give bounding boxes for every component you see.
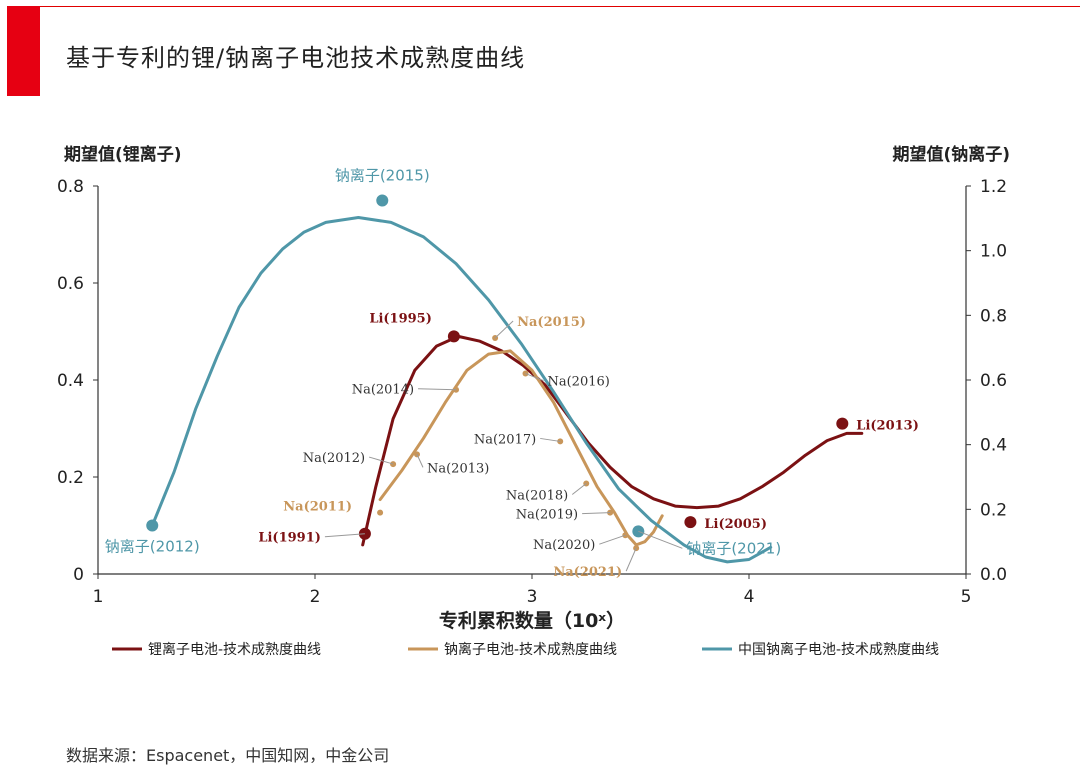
y-right-tick-label: 0.4 bbox=[980, 436, 1007, 456]
data-point-na bbox=[377, 509, 384, 516]
maturity-chart: 1 2 3 4 500.20.40.60.80.00.20.40.60.81.01.2 … bbox=[57, 144, 1010, 658]
point-label: Na(2021) bbox=[553, 565, 622, 580]
point-label: Na(2019) bbox=[516, 508, 578, 523]
series-line-cn-na bbox=[150, 216, 773, 564]
point-label: Li(1991) bbox=[258, 531, 321, 546]
y-right-tick-label: 1.0 bbox=[980, 242, 1007, 262]
y-right-tick-label: 0.0 bbox=[980, 565, 1007, 585]
y-right-tick-label: 0.6 bbox=[980, 371, 1007, 391]
point-label: 钠离子(2012) bbox=[105, 538, 200, 556]
data-point-li bbox=[447, 330, 460, 343]
point-label: Na(2014) bbox=[352, 383, 414, 398]
y-left-tick-label: 0 bbox=[73, 565, 84, 585]
leader-line bbox=[416, 454, 424, 468]
title-accent-bar bbox=[7, 6, 40, 96]
leader-line bbox=[571, 483, 587, 495]
page-title: 基于专利的锂/钠离子电池技术成熟度曲线 bbox=[66, 44, 526, 72]
point-label: Na(2011) bbox=[283, 500, 352, 515]
leader-line bbox=[625, 547, 637, 572]
y-left-tick-label: 0.8 bbox=[57, 177, 84, 197]
x-tick-label: 2 bbox=[310, 587, 321, 607]
point-label: Na(2018) bbox=[506, 488, 568, 503]
top-rule bbox=[40, 6, 1080, 7]
data-point-li bbox=[684, 516, 697, 529]
source-note: 数据来源：Espacenet，中国知网，中金公司 bbox=[66, 746, 390, 765]
point-label: Li(2013) bbox=[856, 419, 919, 434]
leader-line bbox=[494, 320, 514, 339]
y-right-tick-label: 1.2 bbox=[980, 177, 1007, 197]
leader-line bbox=[418, 388, 457, 391]
leader-line bbox=[540, 437, 561, 442]
curves bbox=[150, 216, 864, 564]
legend: 锂离子电池-技术成熟度曲线 钠离子电池-技术成熟度曲线 中国钠离子电池-技术成熟度曲… bbox=[112, 641, 939, 658]
series-line-na bbox=[378, 349, 664, 547]
y-right-tick-label: 0.8 bbox=[980, 306, 1007, 326]
point-label: 钠离子(2021) bbox=[686, 539, 781, 557]
leader-line bbox=[525, 373, 544, 381]
y-left-tick-label: 0.2 bbox=[57, 468, 84, 488]
leader-line bbox=[324, 533, 365, 538]
legend-label-na: 钠离子电池-技术成熟度曲线 bbox=[444, 641, 617, 658]
leader-line bbox=[599, 534, 626, 545]
axes: 1 2 3 4 5 0 0.2 0.4 0.6 0.8 0.0 0.2 0.4 0.6 0.8 1.0 1.2 bbox=[57, 177, 1007, 607]
leader-line bbox=[368, 456, 394, 465]
point-label: Na(2016) bbox=[547, 375, 609, 390]
point-label: Na(2012) bbox=[303, 451, 365, 466]
point-label: Na(2015) bbox=[517, 315, 586, 330]
point-label: Na(2020) bbox=[533, 538, 595, 553]
y-axis-title-left: 期望值(锂离子) bbox=[64, 144, 182, 165]
point-label: Li(1995) bbox=[369, 311, 432, 326]
leader-line bbox=[638, 530, 683, 549]
legend-label-li: 锂离子电池-技术成熟度曲线 bbox=[148, 641, 321, 658]
y-axis-title-right: 期望值(钠离子) bbox=[892, 144, 1010, 165]
x-tick-label: 4 bbox=[744, 587, 755, 607]
point-label: Li(2005) bbox=[704, 517, 767, 532]
point-label: Na(2013) bbox=[427, 461, 489, 476]
y-right-tick-label: 0.2 bbox=[980, 500, 1007, 520]
y-left-tick-label: 0.4 bbox=[57, 371, 84, 391]
point-label: Na(2017) bbox=[474, 432, 536, 447]
x-tick-label: 3 bbox=[527, 587, 538, 607]
data-point-cn-na bbox=[376, 194, 389, 207]
data-point-li bbox=[836, 417, 849, 430]
series-line-li bbox=[361, 334, 864, 547]
x-axis-title: 专利累积数量（10ˣ） bbox=[439, 609, 625, 632]
point-labels: Li(1991) Li(1995) Li(2005) Li(2013) Na(2011)… bbox=[105, 167, 919, 581]
y-left-tick-label: 0.6 bbox=[57, 274, 84, 294]
legend-label-cn-na: 中国钠离子电池-技术成熟度曲线 bbox=[738, 641, 939, 658]
point-label: 钠离子(2015) bbox=[335, 167, 430, 185]
data-point-cn-na bbox=[146, 519, 159, 532]
x-tick-label: 5 bbox=[961, 587, 972, 607]
x-tick-label: 1 bbox=[93, 587, 104, 607]
leader-line bbox=[582, 512, 611, 515]
